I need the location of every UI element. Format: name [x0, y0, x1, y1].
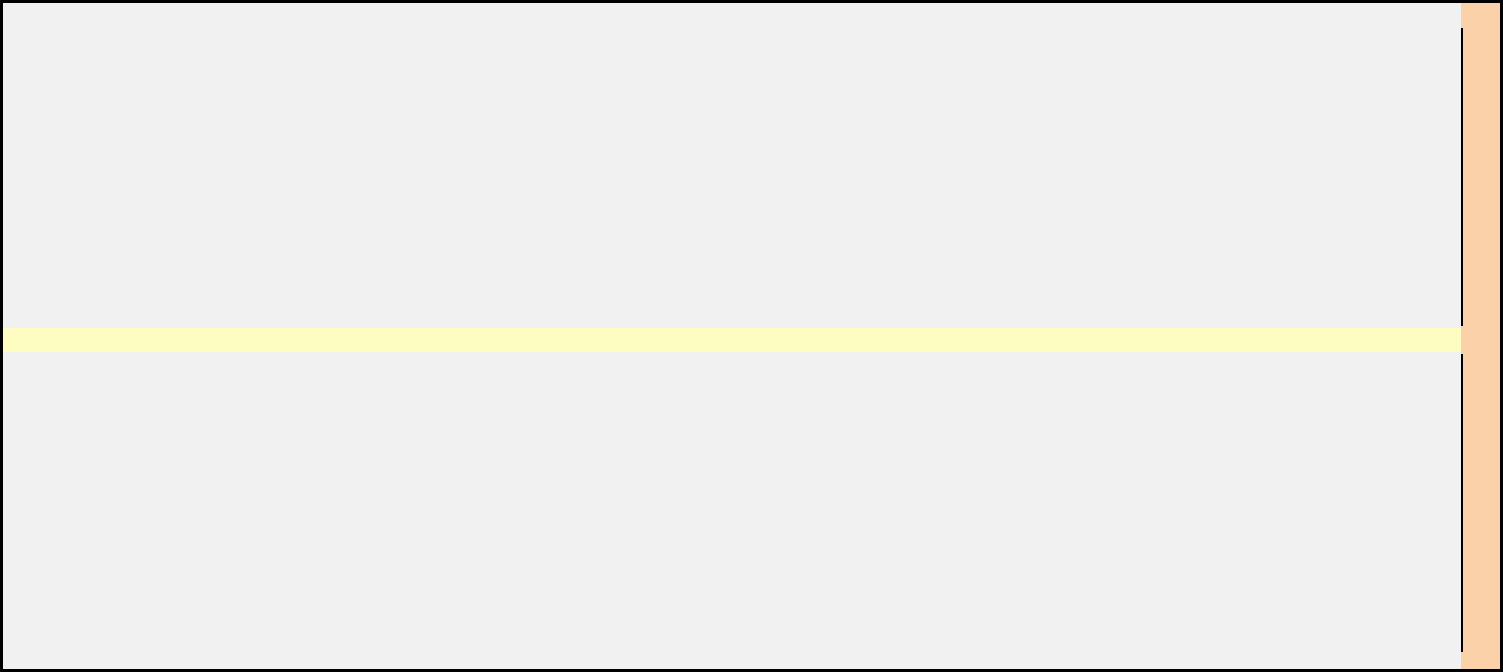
panel-label-lcp [3, 354, 18, 652]
panel-label-rcp [3, 28, 18, 326]
spectrogram-rcp-heatmap [16, 28, 1460, 326]
time-axis [3, 328, 1461, 352]
frequency-scale [1461, 3, 1500, 669]
lcp-panel-right-border [1461, 354, 1463, 652]
rcp-panel-right-border [1461, 28, 1463, 326]
title-bar [3, 3, 1461, 26]
spectrogram-lcp-heatmap [16, 354, 1460, 652]
